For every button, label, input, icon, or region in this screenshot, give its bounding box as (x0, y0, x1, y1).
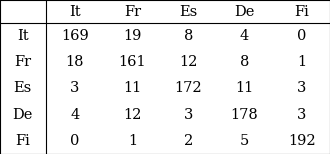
Text: 192: 192 (288, 134, 315, 148)
Text: It: It (69, 4, 81, 18)
Text: 178: 178 (230, 108, 258, 122)
Text: Es: Es (179, 4, 197, 18)
Text: De: De (13, 108, 33, 122)
Text: 3: 3 (297, 108, 306, 122)
Text: 172: 172 (175, 81, 202, 95)
Text: De: De (234, 4, 254, 18)
Text: 19: 19 (123, 29, 142, 43)
Text: 4: 4 (240, 29, 249, 43)
Text: 1: 1 (128, 134, 137, 148)
Text: It: It (17, 29, 29, 43)
Text: 0: 0 (297, 29, 306, 43)
Text: 1: 1 (297, 55, 306, 69)
Text: Fr: Fr (14, 55, 31, 69)
Text: 161: 161 (119, 55, 146, 69)
Text: 4: 4 (70, 108, 79, 122)
Text: 0: 0 (70, 134, 79, 148)
Text: 3: 3 (297, 81, 306, 95)
Text: 2: 2 (184, 134, 193, 148)
Text: 11: 11 (123, 81, 142, 95)
Text: Fi: Fi (294, 4, 309, 18)
Text: 3: 3 (184, 108, 193, 122)
Text: 5: 5 (240, 134, 249, 148)
Text: Fr: Fr (124, 4, 141, 18)
Text: 8: 8 (240, 55, 249, 69)
Text: 169: 169 (61, 29, 88, 43)
Text: Es: Es (14, 81, 32, 95)
Text: 12: 12 (123, 108, 142, 122)
Text: 12: 12 (179, 55, 198, 69)
Text: 11: 11 (235, 81, 253, 95)
Text: Fi: Fi (16, 134, 30, 148)
Text: 18: 18 (65, 55, 84, 69)
Text: 3: 3 (70, 81, 79, 95)
Text: 8: 8 (184, 29, 193, 43)
